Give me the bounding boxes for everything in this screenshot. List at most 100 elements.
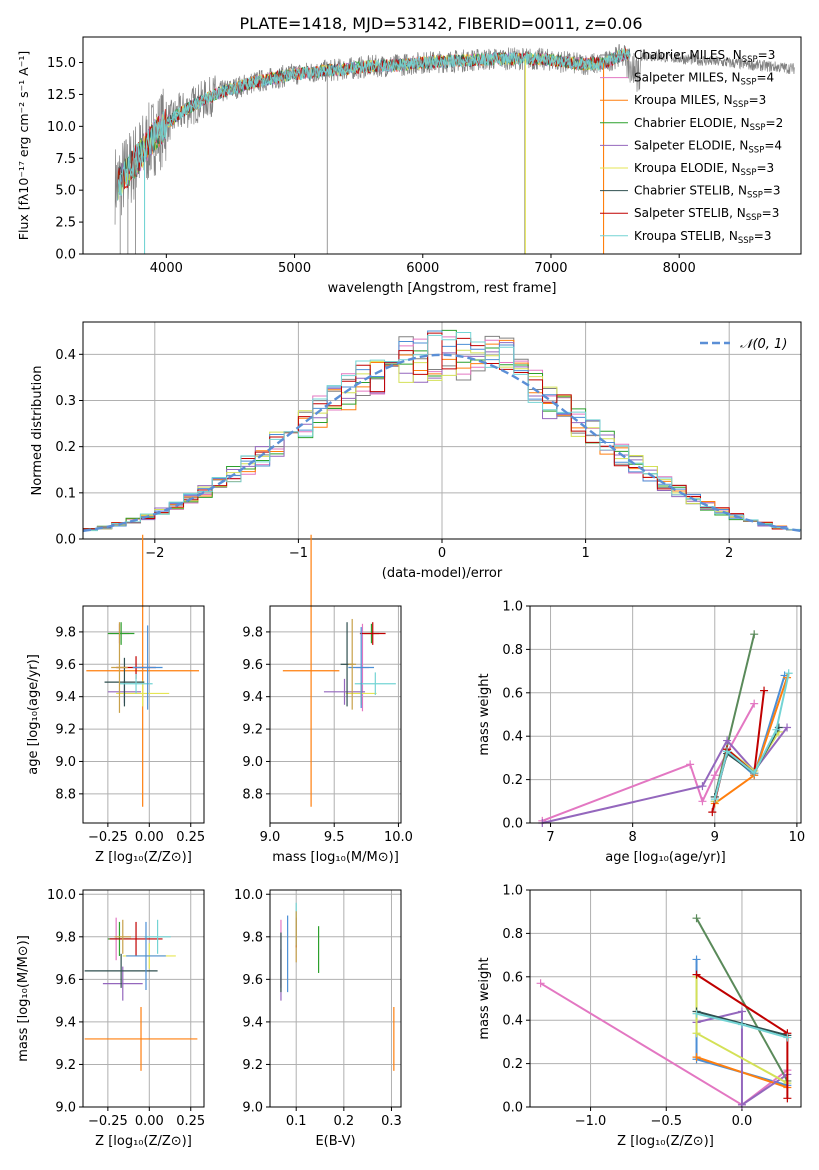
series-marker: [692, 955, 701, 964]
y-tick-label: 9.0: [242, 755, 263, 770]
y-tick-label: 9.6: [55, 973, 76, 988]
x-tick-label: −1.0: [575, 1114, 607, 1129]
legend-label-sub: SSP: [742, 55, 758, 65]
x-axis-label: Z [log₁₀(Z/Z⊙)]: [95, 850, 192, 865]
legend-label-tail: =4: [764, 138, 782, 152]
plot-frame: [82, 36, 802, 255]
x-tick-label: 10: [789, 830, 806, 845]
legend-label-tail: =3: [763, 184, 781, 198]
plot-frame: [269, 889, 402, 1108]
spectrum-plot: 4000 5000 6000 7000 8000 0.0 2.5 5.0 7.5 10.0 12.5…: [16, 36, 802, 296]
legend-label-text: Salpeter STELIB, N: [634, 206, 746, 220]
y-axis-label: mass weight: [477, 673, 492, 755]
legend-label-text: Kroupa MILES, N: [634, 93, 733, 107]
legend-entry-label: Kroupa STELIB, NSSP=3: [634, 229, 772, 246]
plot-frame: [82, 321, 802, 540]
legend-entry-label: Chabrier ELODIE, NSSP=2: [634, 116, 783, 133]
legend-label-sub: SSP: [733, 100, 749, 110]
y-tick-label: 9.8: [55, 930, 76, 945]
x-tick-label: 9.5: [324, 830, 345, 845]
series-marker: [710, 795, 719, 804]
y-tick-label: 9.8: [242, 625, 263, 640]
legend-label-text: Kroupa STELIB, N: [634, 229, 738, 243]
y-tick-label: 9.2: [55, 1058, 76, 1073]
y-tick-label: 0.8: [502, 643, 523, 658]
x-tick-label: 7000: [534, 261, 567, 276]
y-tick-label: 10.0: [47, 120, 76, 135]
series-marker: [723, 747, 732, 756]
series-marker: [750, 769, 759, 778]
series-marker: [723, 736, 732, 745]
x-axis-label: Z [log₁₀(Z/Z⊙)]: [617, 1134, 714, 1149]
legend-label-sub: SSP: [748, 145, 764, 155]
legend-label-tail: =3: [758, 48, 776, 62]
y-tick-label: 9.4: [242, 1015, 263, 1030]
legend-entry-label: Kroupa MILES, NSSP=3: [634, 93, 766, 110]
series-marker: [750, 630, 759, 639]
y-tick-label: 9.8: [242, 930, 263, 945]
x-axis-label: (data-model)/error: [382, 566, 503, 581]
x-tick-label: 7: [546, 830, 554, 845]
x-tick-label: −0.5: [650, 1114, 682, 1129]
series-marker: [750, 699, 759, 708]
y-axis-label: mass weight: [477, 957, 492, 1039]
y-tick-label: 0.8: [502, 927, 523, 942]
y-tick-label: 0.1: [55, 486, 76, 501]
histogram-series: [83, 331, 801, 534]
legend-label-tail: =3: [762, 206, 780, 220]
y-tick-label: 9.4: [242, 690, 263, 705]
x-tick-label: 9.0: [260, 830, 281, 845]
plot-frame: [529, 889, 802, 1108]
legend-entry-label: Chabrier MILES, NSSP=3: [634, 48, 775, 65]
legend-label-text: Chabrier STELIB, N: [634, 184, 747, 198]
y-tick-label: 9.8: [55, 625, 76, 640]
y-tick-label: 9.6: [242, 658, 263, 673]
normal-curve-line: [82, 353, 802, 533]
y-tick-label: 0.4: [502, 730, 523, 745]
y-tick-label: 9.2: [55, 723, 76, 738]
x-tick-label: 0.2: [333, 1114, 354, 1129]
legend-label-text: Salpeter ELODIE, N: [634, 138, 748, 152]
y-tick-label: 0.0: [502, 817, 523, 832]
y-tick-label: 10.0: [47, 888, 76, 903]
x-tick-label: 0.25: [176, 830, 205, 845]
residual-histogram-plot: −2 −1 0 1 2 0.0 0.1 0.2 0.3 0.4 (data-model)/error…: [30, 321, 802, 581]
series-marker: [760, 686, 769, 695]
y-tick-label: 9.0: [55, 755, 76, 770]
legend-label-text: Kroupa ELODIE, N: [634, 161, 741, 175]
series-marker: [708, 808, 717, 817]
x-tick-label: −1: [289, 546, 308, 561]
x-tick-label: 10.0: [384, 830, 413, 845]
legend-entry-label: Salpeter STELIB, NSSP=3: [634, 206, 779, 223]
legend-label-tail: =3: [749, 93, 767, 107]
series-marker: [772, 725, 781, 734]
series-marker: [698, 797, 707, 806]
legend-entry-label: Salpeter MILES, NSSP=4: [634, 71, 774, 88]
series-marker: [783, 723, 792, 732]
y-tick-label: 0.0: [55, 248, 76, 263]
y-tick-label: 0.6: [502, 686, 523, 701]
legend-entry-label: Salpeter ELODIE, NSSP=4: [634, 138, 782, 155]
series-line: [711, 690, 766, 813]
series-line: [540, 982, 788, 1107]
legend-entry-label: Chabrier STELIB, NSSP=3: [634, 184, 781, 201]
series-marker: [783, 1033, 792, 1042]
x-tick-label: −0.25: [88, 1114, 128, 1129]
legend-label-sub: SSP: [741, 78, 757, 88]
series-marker: [737, 1007, 746, 1016]
y-tick-label: 15.0: [47, 56, 76, 71]
legend-label-tail: =2: [766, 116, 784, 130]
legend-label-sub: SSP: [747, 191, 763, 201]
x-tick-label: 1: [581, 546, 589, 561]
y-axis-label: Flux [fλ10⁻¹⁷ erg cm⁻² s⁻¹ A⁻¹]: [16, 51, 31, 240]
legend-entry-label: Kroupa ELODIE, NSSP=3: [634, 161, 774, 178]
legend-label-tail: =4: [756, 71, 774, 85]
y-tick-label: 1.0: [502, 600, 523, 615]
mass-weight-vs-age-plot: 7 8 9 10 0.0 0.2 0.4 0.6 0.8 1.0 age [log₁₀(age/yr…: [477, 600, 805, 866]
series-marker: [783, 1094, 792, 1103]
x-tick-label: 0: [438, 546, 446, 561]
x-tick-label: −0.25: [88, 830, 128, 845]
figure-title: PLATE=1418, MJD=53142, FIBERID=0011, z=0…: [239, 14, 642, 33]
series-marker: [784, 669, 793, 678]
